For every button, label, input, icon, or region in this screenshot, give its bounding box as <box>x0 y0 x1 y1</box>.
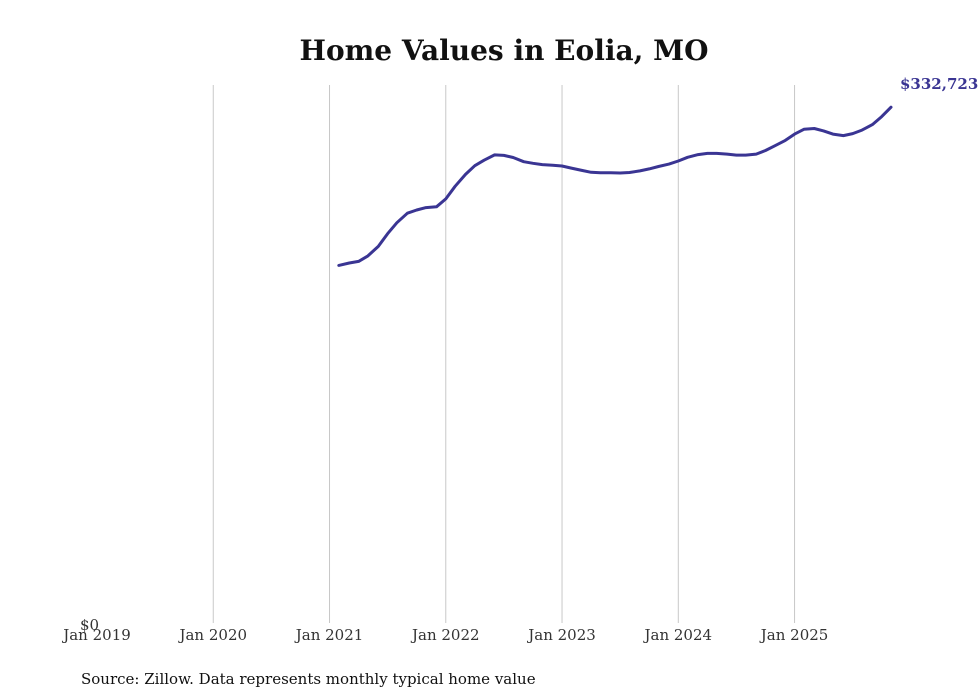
series-layer <box>337 105 893 267</box>
end-value-label: $332,723 <box>900 75 978 93</box>
home-value-line <box>337 105 893 267</box>
x-tick-label-jan-2019: Jan 2019 <box>61 626 131 644</box>
source-note: Source: Zillow. Data represents monthly … <box>81 670 536 688</box>
chart-title: Home Values in Eolia, MO <box>300 34 709 67</box>
y-tick-label-zero: $0 <box>80 616 99 634</box>
x-tick-label-jan-2022: Jan 2022 <box>410 626 480 644</box>
x-tick-label-jan-2020: Jan 2020 <box>177 626 247 644</box>
x-tick-label-jan-2025: Jan 2025 <box>759 626 829 644</box>
x-tick-label-jan-2021: Jan 2021 <box>294 626 364 644</box>
x-tick-label-jan-2023: Jan 2023 <box>526 626 596 644</box>
x-axis-ticks: Jan 2019 Jan 2020 Jan 2021 Jan 2022 Jan 2023… <box>61 626 828 644</box>
gridlines <box>212 85 796 623</box>
x-tick-label-jan-2024: Jan 2024 <box>643 626 713 644</box>
